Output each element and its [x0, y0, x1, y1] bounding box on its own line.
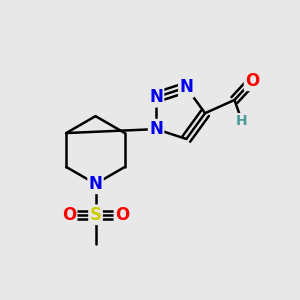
- Text: N: N: [149, 120, 163, 138]
- Text: N: N: [88, 175, 103, 193]
- Text: S: S: [89, 206, 101, 224]
- Text: O: O: [245, 72, 259, 90]
- Text: N: N: [179, 78, 193, 96]
- Text: O: O: [115, 206, 129, 224]
- Text: N: N: [149, 88, 163, 106]
- Text: H: H: [236, 114, 248, 128]
- Text: O: O: [62, 206, 76, 224]
